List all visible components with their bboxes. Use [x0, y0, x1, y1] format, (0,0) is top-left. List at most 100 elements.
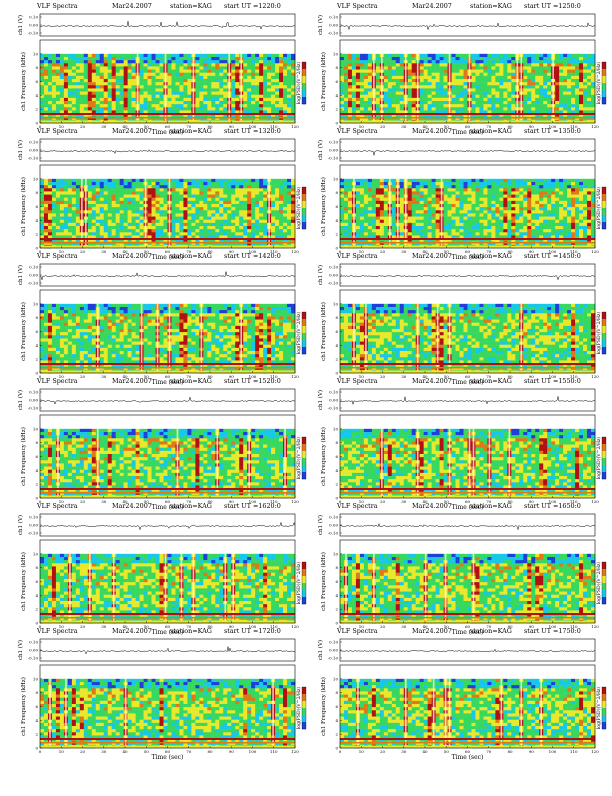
- spectrogram-cell: [136, 188, 140, 191]
- spectrogram-cell: [483, 95, 487, 98]
- spectrogram-cell: [416, 185, 420, 188]
- spectrogram-cell: [160, 213, 164, 216]
- spectrogram-cell: [203, 201, 207, 204]
- spectrogram-cell: [412, 232, 416, 235]
- spectrogram-cell: [388, 101, 392, 104]
- spectrogram-cell: [156, 101, 160, 104]
- spectrogram-cell: [384, 76, 388, 79]
- spectrogram-cell: [271, 85, 275, 88]
- spectrogram-cell: [179, 179, 183, 182]
- spectrogram-cell: [148, 107, 152, 110]
- spectrogram-cell: [392, 73, 396, 76]
- spectrogram-cell: [195, 195, 199, 198]
- spectrogram-cell: [132, 204, 136, 207]
- spectrogram-cell: [291, 66, 295, 69]
- spectrogram-cell: [400, 195, 404, 198]
- spectrogram-cell: [344, 63, 348, 66]
- spectrogram-cell: [116, 207, 120, 210]
- spectrogram-cell: [364, 226, 368, 229]
- spectrogram-cell: [547, 98, 551, 101]
- spectrogram-cell: [164, 220, 168, 223]
- spectrogram-cell: [108, 82, 112, 85]
- spectrogram-cell: [547, 82, 551, 85]
- spectrogram-cell: [187, 54, 191, 57]
- spectrogram-cell: [479, 104, 483, 107]
- spectrogram-cell: [40, 73, 44, 76]
- spectrogram-cell: [259, 88, 263, 91]
- spectrogram-cell: [263, 210, 267, 213]
- spectrogram-cell: [287, 98, 291, 101]
- spectrogram-cell: [203, 76, 207, 79]
- spectrogram-cell: [84, 76, 88, 79]
- waveform-tick-label: 0.10: [29, 15, 38, 20]
- spectrogram-cell: [215, 182, 219, 185]
- spectrogram-cell: [211, 210, 215, 213]
- spectrogram-cell: [247, 60, 251, 63]
- spectrogram-cell: [64, 210, 68, 213]
- spectrogram-cell: [199, 104, 203, 107]
- spectrogram-cell: [291, 76, 295, 79]
- spectrogram-cell: [112, 201, 116, 204]
- spectrogram-cell: [440, 104, 444, 107]
- spectrogram-cell: [392, 210, 396, 213]
- spectrogram-cell: [567, 70, 571, 73]
- spectrogram-cell: [56, 198, 60, 201]
- spectrogram-cell: [211, 217, 215, 220]
- spectrogram-cell: [340, 191, 344, 194]
- spectrogram-cell: [108, 73, 112, 76]
- spectrogram-cell: [263, 188, 267, 191]
- spectrogram-cell: [156, 60, 160, 63]
- spectrogram-cell: [223, 95, 227, 98]
- spectrogram-cell: [424, 95, 428, 98]
- spectrogram-cell: [160, 92, 164, 95]
- spectrogram-cell: [275, 92, 279, 95]
- spectrogram-cell: [243, 210, 247, 213]
- spectrogram-cell: [68, 198, 72, 201]
- spectrogram-cell: [132, 95, 136, 98]
- spectrogram-cell: [416, 204, 420, 207]
- spectrogram-cell: [152, 229, 156, 232]
- spectrogram-cell: [255, 60, 259, 63]
- spectrogram-cell: [507, 88, 511, 91]
- spectrogram-cell: [132, 179, 136, 182]
- spectrogram-cell: [40, 66, 44, 69]
- spectrogram-cell: [168, 85, 172, 88]
- spectrogram-cell: [191, 213, 195, 216]
- spectrogram-cell: [275, 188, 279, 191]
- spectrogram-cell: [527, 95, 531, 98]
- y-tick-label: 2: [35, 232, 38, 237]
- spectrogram-cell: [279, 191, 283, 194]
- spectrogram-cell: [444, 60, 448, 63]
- spectrogram-cell: [579, 95, 583, 98]
- spectrogram-cell: [120, 182, 124, 185]
- spectrogram-cell: [183, 92, 187, 95]
- spectrogram-cell: [368, 57, 372, 60]
- spectrogram-cell: [271, 92, 275, 95]
- spectrogram-cell: [283, 107, 287, 110]
- spectrogram-cell: [499, 76, 503, 79]
- spectrogram-cell: [376, 204, 380, 207]
- spectrogram-cell: [88, 88, 92, 91]
- spectrogram-cell: [543, 79, 547, 82]
- x-tick-label: 120: [291, 124, 299, 129]
- spectrogram-cell: [348, 217, 352, 220]
- spectrogram-cell: [128, 182, 132, 185]
- spectrogram-cell: [48, 198, 52, 201]
- spectrogram-cell: [207, 217, 211, 220]
- spectrogram-cell: [112, 213, 116, 216]
- spectrogram-cell: [203, 226, 207, 229]
- spectrogram-cell: [148, 182, 152, 185]
- spectrogram-cell: [444, 57, 448, 60]
- spectrogram-cell: [348, 220, 352, 223]
- spectrogram-cell: [440, 107, 444, 110]
- spectrogram-cell: [287, 217, 291, 220]
- spectrogram-cell: [160, 182, 164, 185]
- spectrogram-cell: [287, 79, 291, 82]
- colorbar-label: log(PSD)(V^2/Hz): [295, 62, 302, 105]
- spectrogram-cell: [96, 104, 100, 107]
- spectrogram-cell: [48, 188, 52, 191]
- spectrogram-cell: [156, 57, 160, 60]
- spectrogram-cell: [144, 98, 148, 101]
- spectrogram-cell: [164, 213, 168, 216]
- spectrogram-cell: [412, 226, 416, 229]
